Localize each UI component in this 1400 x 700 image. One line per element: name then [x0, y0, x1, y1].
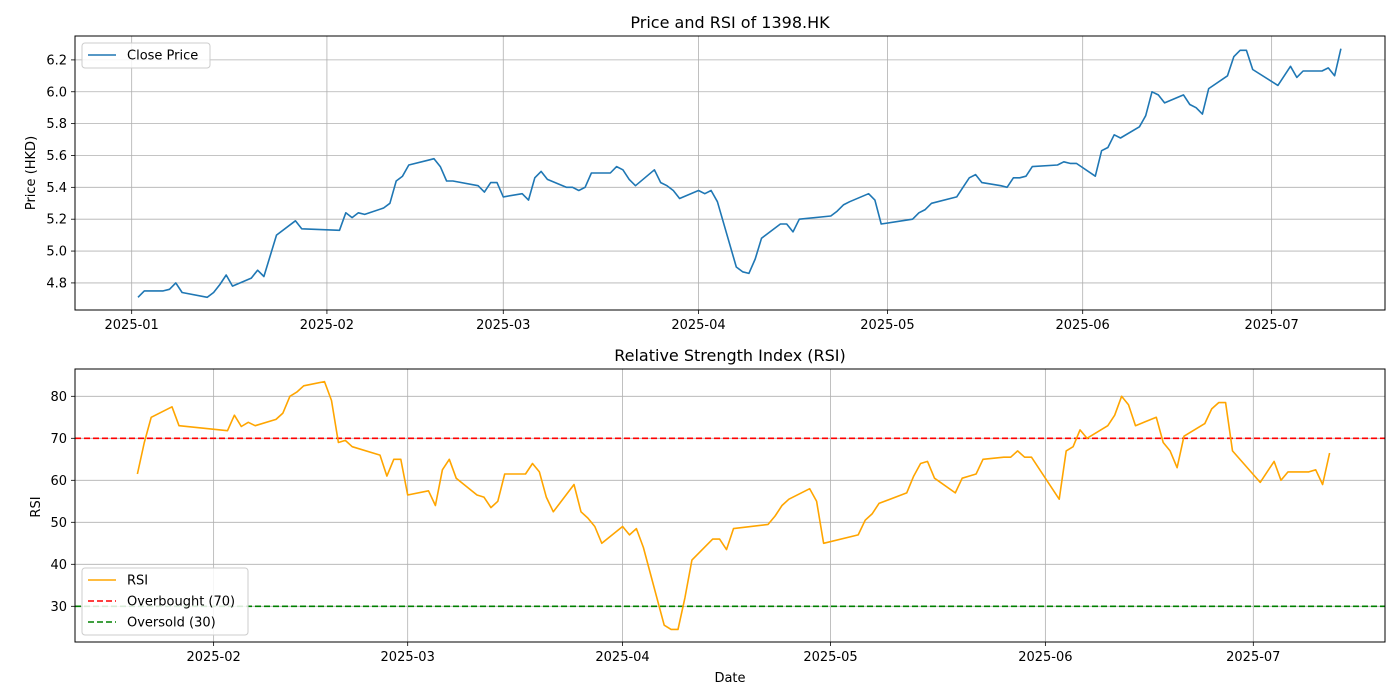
price-chart-title: Price and RSI of 1398.HK — [630, 13, 830, 32]
x-tick-label: 2025-04 — [671, 318, 725, 333]
x-tick-label: 2025-04 — [595, 650, 649, 665]
rsi-plot-area — [75, 380, 1385, 631]
legend-label: RSI — [127, 574, 148, 589]
y-tick-label: 4.8 — [46, 276, 67, 291]
y-tick-label: 30 — [50, 600, 67, 615]
y-tick-label: 6.2 — [46, 53, 67, 68]
x-tick-label: 2025-03 — [381, 650, 435, 665]
x-tick-label: 2025-02 — [300, 318, 354, 333]
x-tick-label: 2025-06 — [1056, 318, 1110, 333]
close-price-series-line — [137, 48, 1342, 299]
legend-label: Close Price — [127, 49, 198, 64]
legend-label: Oversold (30) — [127, 616, 216, 631]
rsi-chart-title: Relative Strength Index (RSI) — [614, 346, 846, 365]
y-tick-label: 40 — [50, 558, 67, 573]
price-y-axis-label: Price (HKD) — [24, 136, 39, 210]
y-tick-label: 6.0 — [46, 85, 67, 100]
price-ticks: 2025-01 2025-02 2025-03 2025-04 2025-05 2025-… — [46, 53, 1298, 333]
y-tick-label: 5.6 — [46, 149, 67, 164]
y-tick-label: 60 — [50, 474, 67, 489]
x-tick-label: 2025-03 — [476, 318, 530, 333]
x-tick-label: 2025-05 — [860, 318, 914, 333]
y-tick-label: 80 — [50, 390, 67, 405]
rsi-series-line — [136, 380, 1331, 631]
x-tick-label: 2025-01 — [105, 318, 159, 333]
rsi-ticks: 2025-02 2025-03 2025-04 2025-05 2025-06 2025-… — [50, 390, 1280, 665]
price-grid — [75, 36, 1385, 310]
rsi-chart: Relative Strength Index (RSI) RSI Date 2… — [29, 346, 1386, 686]
legend-label: Overbought (70) — [127, 595, 235, 610]
price-plot-area — [137, 48, 1342, 299]
x-tick-label: 2025-02 — [186, 650, 240, 665]
legend-box — [81, 567, 249, 636]
price-axes-frame — [74, 35, 1386, 311]
legend-box — [81, 42, 211, 69]
price-chart: Price and RSI of 1398.HK Price (HKD) 202… — [24, 13, 1386, 333]
y-tick-label: 5.2 — [46, 213, 67, 228]
rsi-axes-frame — [74, 368, 1386, 643]
x-tick-label: 2025-05 — [803, 650, 857, 665]
x-tick-label: 2025-07 — [1244, 318, 1298, 333]
rsi-legend: RSI Overbought (70) Oversold (30) — [81, 567, 249, 636]
y-tick-label: 5.8 — [46, 117, 67, 132]
price-legend: Close Price — [81, 42, 211, 69]
rsi-x-axis-label: Date — [714, 671, 745, 686]
y-tick-label: 50 — [50, 516, 67, 531]
rsi-y-axis-label: RSI — [29, 496, 44, 517]
rsi-grid — [75, 369, 1385, 642]
y-tick-label: 5.4 — [46, 181, 67, 196]
y-tick-label: 70 — [50, 432, 67, 447]
y-tick-label: 5.0 — [46, 245, 67, 260]
x-tick-label: 2025-07 — [1226, 650, 1280, 665]
x-tick-label: 2025-06 — [1018, 650, 1072, 665]
